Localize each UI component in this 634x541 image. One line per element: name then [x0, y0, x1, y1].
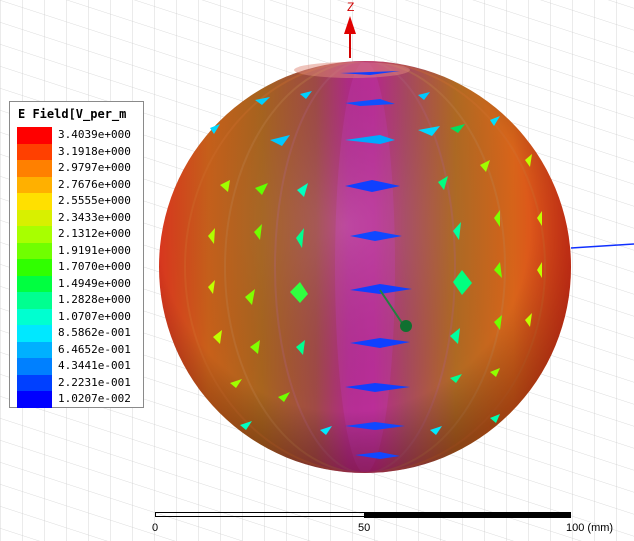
legend-value: 2.2231e-001 — [58, 375, 131, 389]
legend-row: 1.0707e+000 — [17, 308, 142, 325]
legend-swatch — [17, 341, 52, 358]
legend-value: 2.5555e+000 — [58, 194, 131, 207]
legend-value: 2.3433e+000 — [58, 210, 131, 224]
scale-bar-filled-segment — [364, 513, 571, 518]
legend-row: 3.4039e+000 — [17, 127, 142, 144]
legend-row: 1.7070e+000 — [17, 259, 142, 276]
legend-value: 2.9797e+000 — [58, 161, 131, 174]
legend-swatch — [17, 275, 52, 292]
field-sphere[interactable] — [159, 61, 571, 473]
legend-swatch — [17, 308, 52, 325]
legend-swatch — [17, 143, 52, 160]
legend-swatch — [17, 127, 52, 144]
legend-swatch — [17, 176, 52, 193]
legend-swatch — [17, 209, 52, 226]
legend-swatch — [17, 325, 52, 342]
legend-value: 1.9191e+000 — [58, 243, 131, 257]
z-axis-label: Z — [347, 0, 354, 14]
origin-marker — [400, 320, 412, 332]
legend-value: 6.4652e-001 — [58, 342, 131, 356]
z-axis-arrow-icon — [344, 16, 356, 34]
legend-title: E Field[V_per_m — [18, 107, 127, 121]
legend-value: 2.1312e+000 — [58, 227, 131, 240]
legend-value: 1.0207e-002 — [58, 392, 131, 405]
legend-value: 1.2828e+000 — [58, 293, 131, 306]
legend-swatch — [17, 226, 52, 243]
legend-row: 8.5862e-001 — [17, 325, 142, 342]
legend-swatch — [17, 259, 52, 276]
legend-swatch — [17, 242, 52, 259]
legend-value: 1.4949e+000 — [58, 276, 131, 290]
legend-swatch — [17, 292, 52, 309]
legend-swatch — [17, 193, 52, 210]
legend-row: 1.2828e+000 — [17, 292, 142, 309]
scale-bar — [155, 512, 571, 518]
legend-row: 6.4652e-001 — [17, 341, 142, 358]
legend-swatch — [17, 391, 52, 408]
scale-label-50: 50 — [358, 522, 371, 534]
legend-swatch — [17, 358, 52, 375]
legend-row: 1.0207e-002 — [17, 391, 142, 408]
legend-row: 2.9797e+000 — [17, 160, 142, 177]
legend-row: 1.4949e+000 — [17, 275, 142, 292]
legend-value: 8.5862e-001 — [58, 326, 131, 339]
coordinate-axes: Z — [344, 0, 634, 332]
legend-value: 3.1918e+000 — [58, 144, 131, 158]
legend-swatch — [17, 374, 52, 391]
legend-row: 2.7676e+000 — [17, 176, 142, 193]
legend-value: 1.7070e+000 — [58, 260, 131, 273]
legend-value: 2.7676e+000 — [58, 177, 131, 191]
legend-value: 3.4039e+000 — [58, 128, 131, 141]
legend-value: 1.0707e+000 — [58, 309, 131, 323]
legend-row: 2.2231e-001 — [17, 374, 142, 391]
color-legend[interactable]: E Field[V_per_m 3.4039e+000 3.1918e+000 2.… — [9, 101, 144, 408]
legend-row: 2.5555e+000 — [17, 193, 142, 210]
legend-row: 4.3441e-001 — [17, 358, 142, 375]
scale-label-0: 0 — [152, 522, 159, 534]
legend-row: 2.1312e+000 — [17, 226, 142, 243]
scale-label-100: 100 (mm) — [566, 522, 614, 534]
legend-swatch — [17, 160, 52, 177]
legend-row: 1.9191e+000 — [17, 242, 142, 259]
field-vectors — [208, 71, 542, 459]
legend-row: 3.1918e+000 — [17, 143, 142, 160]
legend-value: 4.3441e-001 — [58, 359, 131, 372]
legend-row: 2.3433e+000 — [17, 209, 142, 226]
